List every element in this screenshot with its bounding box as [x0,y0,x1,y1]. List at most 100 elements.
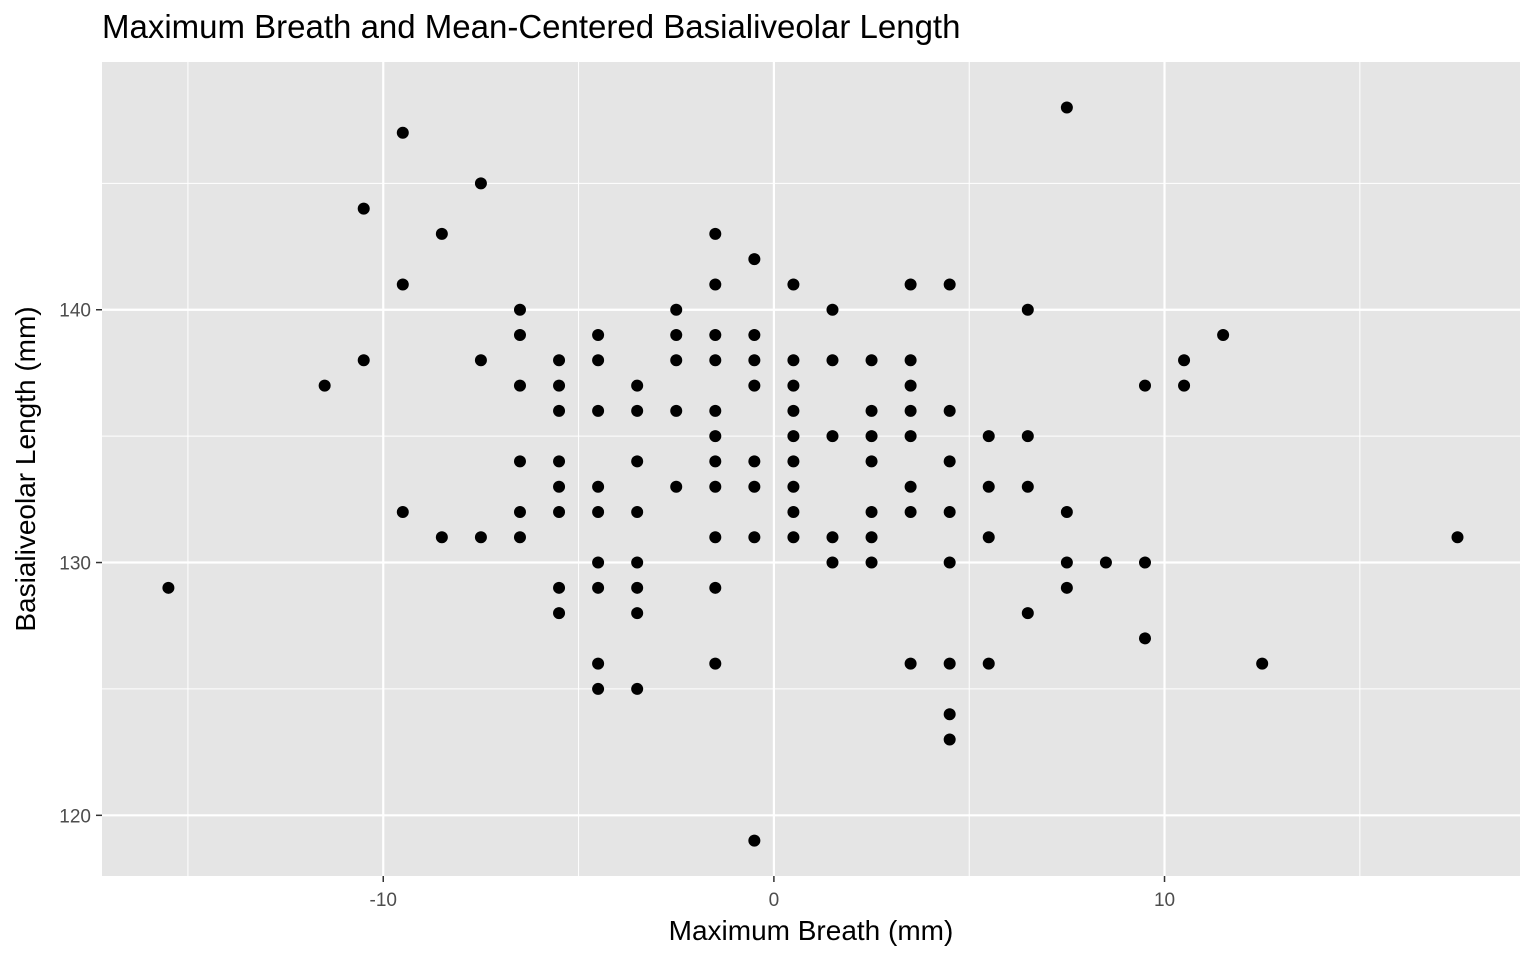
data-point [709,657,722,670]
data-point [709,480,722,493]
x-tick-label: 0 [769,890,780,911]
data-point [1060,101,1073,114]
data-point [592,354,605,367]
x-tick-label: 10 [1154,890,1175,911]
data-point [787,278,800,291]
data-point [826,430,839,443]
data-point [748,455,761,468]
y-tick-label: 120 [59,806,91,827]
data-point [592,329,605,342]
data-point [865,430,878,443]
data-point [982,430,995,443]
data-point [748,329,761,342]
data-point [631,556,644,569]
data-point [709,354,722,367]
data-point [318,379,331,392]
data-point [670,303,683,316]
data-points [162,101,1464,847]
data-point [787,430,800,443]
data-point [1178,379,1191,392]
y-axis: 120 130 140 [59,301,102,827]
data-point [709,404,722,417]
data-point [1138,632,1151,645]
data-point [592,480,605,493]
data-point [904,278,917,291]
data-point [748,253,761,266]
data-point [709,278,722,291]
data-point [865,556,878,569]
data-point [631,404,644,417]
data-point [943,404,956,417]
data-point [592,581,605,594]
data-point [748,379,761,392]
data-point [357,202,370,215]
data-point [592,657,605,670]
data-point [553,480,566,493]
data-point [943,657,956,670]
data-point [1060,556,1073,569]
y-axis-title: Basialiveolar Length (mm) [10,306,41,631]
data-point [904,404,917,417]
data-point [162,581,175,594]
data-point [709,455,722,468]
data-point [631,455,644,468]
data-point [787,404,800,417]
data-point [826,354,839,367]
data-point [396,505,409,518]
data-point [670,354,683,367]
data-point [943,556,956,569]
data-point [1178,354,1191,367]
data-point [474,531,487,544]
data-point [904,657,917,670]
data-point [709,227,722,240]
data-point [1021,303,1034,316]
data-point [1021,430,1034,443]
data-point [982,480,995,493]
data-point [904,480,917,493]
data-point [670,480,683,493]
y-tick-label: 140 [59,301,91,322]
data-point [865,531,878,544]
data-point [396,126,409,139]
data-point [513,329,526,342]
data-point [1099,556,1112,569]
data-point [1021,480,1034,493]
data-point [748,354,761,367]
x-tick-label: -10 [370,890,397,911]
data-point [1451,531,1464,544]
data-point [1217,329,1230,342]
data-point [787,354,800,367]
data-point [787,531,800,544]
data-point [904,430,917,443]
data-point [865,505,878,518]
data-point [1060,505,1073,518]
data-point [826,531,839,544]
data-point [1256,657,1269,670]
data-point [670,404,683,417]
data-point [826,556,839,569]
data-point [670,329,683,342]
data-point [553,607,566,620]
data-point [904,354,917,367]
data-point [787,480,800,493]
data-point [943,278,956,291]
data-point [396,278,409,291]
data-point [474,354,487,367]
data-point [709,430,722,443]
data-point [592,404,605,417]
data-point [943,505,956,518]
data-point [631,505,644,518]
data-point [631,607,644,620]
x-axis-title: Maximum Breath (mm) [669,915,954,946]
data-point [631,379,644,392]
chart-title: Maximum Breath and Mean-Centered Basiali… [102,8,960,45]
data-point [513,455,526,468]
plot-panel [102,62,1520,876]
x-axis: -10 0 10 [370,876,1175,911]
data-point [904,505,917,518]
data-point [787,379,800,392]
data-point [553,581,566,594]
data-point [631,581,644,594]
data-point [357,354,370,367]
